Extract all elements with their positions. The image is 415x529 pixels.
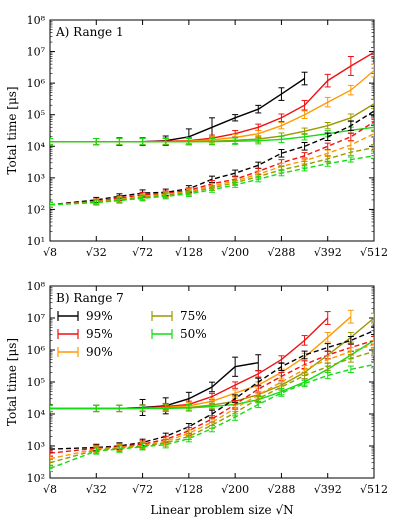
legend-label: 75% bbox=[180, 309, 207, 323]
y-tick-label: 10⁴ bbox=[27, 140, 46, 153]
x-tick-label: √200 bbox=[221, 483, 249, 496]
panel-title: B) Range 7 bbox=[56, 291, 124, 305]
legend-label: 95% bbox=[86, 327, 113, 341]
series-line bbox=[50, 147, 374, 206]
series-line bbox=[50, 363, 374, 470]
legend-label: 50% bbox=[180, 327, 207, 341]
legend-label: 99% bbox=[86, 309, 113, 323]
y-tick-label: 10⁴ bbox=[27, 408, 46, 421]
y-tick-label: 10² bbox=[27, 472, 45, 485]
x-tick-label: √200 bbox=[221, 246, 249, 259]
x-tick-label: √392 bbox=[314, 246, 342, 259]
x-tick-label: √32 bbox=[86, 483, 107, 496]
y-tick-label: 10⁷ bbox=[27, 46, 46, 59]
legend: 99% 95% 90% 75% 50% bbox=[57, 309, 207, 359]
x-tick-label: √32 bbox=[86, 246, 107, 259]
x-tick-label: √8 bbox=[43, 483, 57, 496]
x-tick-label: √512 bbox=[360, 246, 388, 259]
y-tick-label: 10² bbox=[27, 203, 45, 216]
series-line bbox=[50, 343, 374, 460]
y-tick-label: 10¹ bbox=[27, 235, 45, 248]
x-tick-label: √72 bbox=[132, 246, 153, 259]
legend-label: 90% bbox=[86, 345, 113, 359]
y-tick-label: 10⁵ bbox=[27, 376, 45, 389]
series-line bbox=[50, 155, 374, 206]
series-line bbox=[50, 350, 374, 464]
panel-a: 10¹ 10² 10³ 10⁴ 10⁵ 10⁶ 10⁷ 10⁸ √8 √32 √72 √128 √200… bbox=[5, 14, 388, 259]
y-tick-label: 10⁷ bbox=[27, 312, 46, 325]
series-line bbox=[50, 126, 374, 143]
y-tick-label: 10⁶ bbox=[27, 344, 46, 357]
y-axis-label: Total time [μs] bbox=[5, 86, 19, 174]
x-tick-label: √288 bbox=[267, 246, 295, 259]
series-line bbox=[50, 330, 374, 450]
x-tick-label: √288 bbox=[267, 483, 295, 496]
y-tick-label: 10⁸ bbox=[27, 280, 46, 293]
y-tick-label: 10⁶ bbox=[27, 77, 46, 90]
y-tick-label: 10³ bbox=[27, 440, 45, 453]
x-tick-label: √72 bbox=[132, 483, 153, 496]
x-tick-label: √392 bbox=[314, 483, 342, 496]
panel-b: 10² 10³ 10⁴ 10⁵ 10⁶ 10⁷ 10⁸ √8 √32 √72 √128 √200 √28… bbox=[5, 280, 388, 496]
series-line bbox=[50, 77, 305, 143]
series-line bbox=[50, 339, 374, 454]
series-line bbox=[50, 362, 259, 410]
panel-title: A) Range 1 bbox=[55, 25, 124, 39]
x-axis-label: Linear problem size √N bbox=[150, 503, 293, 517]
series-line bbox=[50, 110, 374, 206]
x-tick-label: √512 bbox=[360, 483, 388, 496]
x-tick-label: √128 bbox=[175, 483, 203, 496]
series-line bbox=[50, 339, 374, 410]
series-line bbox=[50, 121, 374, 206]
y-tick-label: 10⁸ bbox=[27, 14, 46, 27]
x-tick-label: √8 bbox=[43, 246, 57, 259]
y-tick-label: 10³ bbox=[27, 172, 45, 185]
y-axis-label: Total time [μs] bbox=[5, 338, 19, 426]
x-tick-label: √128 bbox=[175, 246, 203, 259]
y-tick-label: 10⁵ bbox=[27, 109, 45, 122]
